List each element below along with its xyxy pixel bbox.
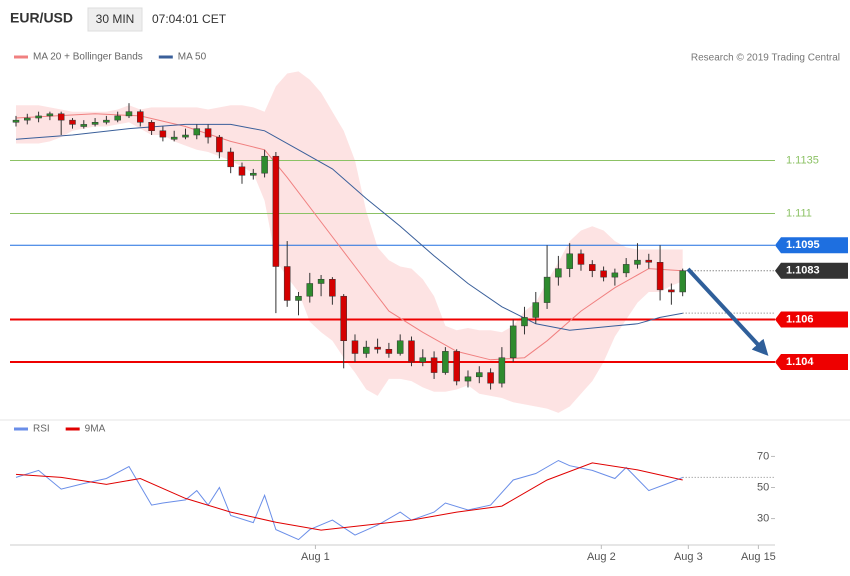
candle-body — [589, 264, 596, 272]
candle-body — [600, 270, 607, 278]
candle-body — [238, 166, 246, 176]
level-label: 1.106 — [786, 313, 814, 325]
series-line — [15, 462, 683, 531]
candle-body — [577, 253, 585, 265]
candle-body — [555, 268, 562, 278]
plot-layer: 1.1135 1.111 1.1095 1.1083 1.106 1.104 MA 20 +… — [10, 52, 848, 563]
candle-body — [611, 272, 619, 278]
candle-body — [317, 278, 325, 284]
candle-body — [35, 115, 42, 119]
candle-body — [227, 151, 234, 168]
candle-body — [419, 357, 427, 363]
candle-body — [430, 357, 438, 373]
candle-body — [125, 111, 133, 117]
candle-body — [498, 357, 506, 384]
candle-body — [283, 266, 291, 301]
interval: 30 MIN — [96, 12, 135, 26]
candle-body — [645, 259, 653, 263]
candle-body — [329, 278, 336, 297]
level-label: 1.104 — [786, 356, 814, 368]
candle-body — [24, 117, 31, 121]
candle-body — [182, 134, 189, 138]
candle-body — [622, 264, 630, 274]
series-line — [15, 459, 683, 541]
candle-body — [668, 289, 675, 293]
credit: Research © 2019 Trading Central — [691, 53, 840, 64]
legend-label: MA 20 + Bollinger Bands — [33, 52, 143, 63]
y-tick-label: 70 — [757, 450, 769, 462]
candle-body — [408, 340, 415, 363]
candle-body — [216, 136, 223, 153]
candle-body — [295, 295, 302, 301]
level-box — [775, 353, 848, 370]
candle-body — [204, 128, 212, 138]
candle-body — [363, 346, 370, 354]
candle-body — [306, 283, 314, 297]
candle-body — [464, 376, 472, 382]
candle-body — [250, 172, 257, 176]
candle-body — [193, 128, 201, 136]
x-tick-label: Aug 2 — [587, 551, 616, 563]
candle-body — [114, 115, 121, 121]
candle-body — [509, 325, 517, 358]
candle-body — [170, 136, 178, 140]
candle-body — [442, 351, 449, 373]
legend-label: RSI — [33, 424, 50, 435]
candle-body — [656, 262, 664, 291]
candle-body — [487, 372, 494, 384]
candle-body — [46, 113, 54, 117]
time: 07:04:01 CET — [152, 12, 227, 26]
candle-body — [91, 122, 99, 125]
level-box — [775, 262, 848, 279]
candle-body — [80, 124, 88, 127]
candle-body — [272, 155, 280, 267]
x-tick-label: Aug 15 — [741, 551, 776, 563]
level-label: 1.1083 — [786, 265, 820, 277]
candle-body — [57, 113, 65, 121]
candle-body — [566, 253, 573, 269]
candle-body — [634, 259, 641, 265]
candle-body — [137, 111, 144, 123]
candle-body — [396, 340, 404, 354]
candle-body — [159, 130, 167, 138]
x-tick-label: Aug 3 — [674, 551, 703, 563]
candle-body — [340, 295, 347, 342]
candle-body — [521, 317, 528, 327]
candle-body — [148, 122, 155, 132]
y-tick-label: 30 — [757, 512, 769, 524]
candle-body — [351, 340, 359, 354]
y-tick-label: 50 — [757, 481, 769, 493]
candle-body — [261, 155, 268, 174]
symbol: EUR/USD — [10, 10, 73, 26]
interval-box — [87, 7, 143, 32]
level-box — [775, 311, 848, 328]
candle-body — [385, 348, 393, 354]
candle-body — [543, 276, 551, 303]
x-tick-label: Aug 1 — [301, 551, 330, 563]
legend-label: 9MA — [85, 424, 106, 435]
candle-body — [69, 119, 76, 125]
series-line — [15, 113, 683, 361]
candle-body — [12, 119, 20, 123]
level-box — [775, 237, 848, 254]
level-label: 1.1135 — [786, 154, 819, 166]
candle-body — [532, 302, 540, 318]
candle-body — [476, 372, 483, 378]
forecast-arrow — [686, 267, 769, 356]
level-label: 1.111 — [786, 207, 812, 219]
candle-body — [679, 270, 686, 293]
candle-body — [103, 119, 110, 123]
series-line — [15, 123, 683, 331]
candle-body — [374, 346, 381, 350]
level-label: 1.1095 — [786, 239, 820, 251]
legend-label: MA 50 — [178, 52, 207, 63]
candle-body — [453, 351, 460, 382]
